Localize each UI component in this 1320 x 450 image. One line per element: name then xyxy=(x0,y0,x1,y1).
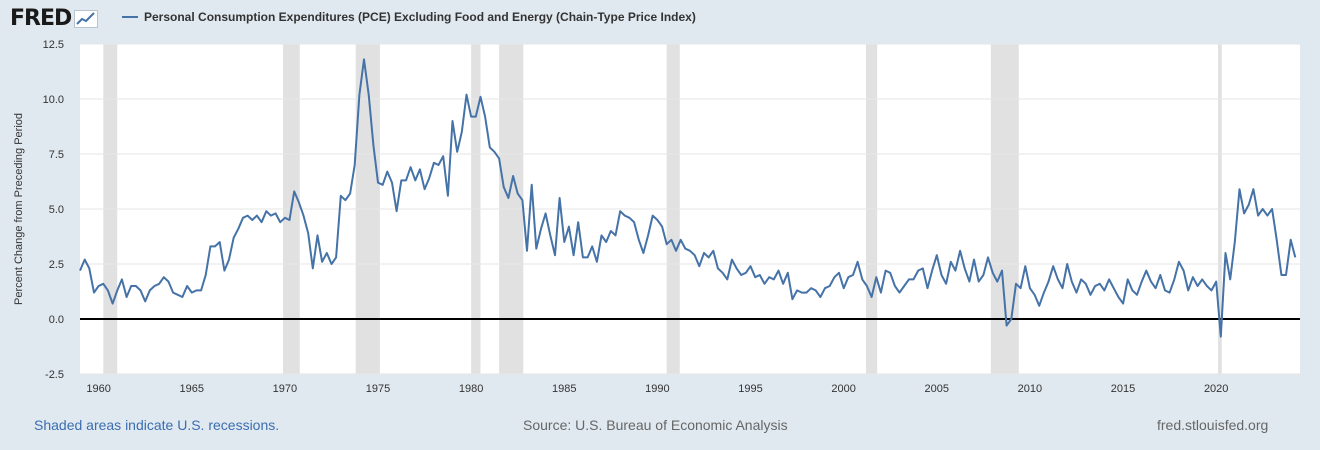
fred-logo-text: FRED xyxy=(10,6,72,31)
site-link[interactable]: fred.stlouisfed.org xyxy=(1157,417,1269,433)
chart-trend-icon xyxy=(74,10,99,28)
y-axis-title: Percent Change from Preceding Period xyxy=(13,113,25,305)
x-tick-label: 2000 xyxy=(831,383,855,395)
legend-series-name: Personal Consumption Expenditures (PCE) … xyxy=(144,10,696,24)
series-line xyxy=(79,58,1297,338)
x-tick-label: 2005 xyxy=(925,383,949,395)
legend-swatch xyxy=(122,16,138,18)
x-tick-label: 2015 xyxy=(1111,383,1135,395)
fred-logo[interactable]: FRED xyxy=(10,6,99,32)
x-tick-label: 1985 xyxy=(552,383,576,395)
x-tick-label: 1960 xyxy=(86,383,110,395)
x-tick-label: 1975 xyxy=(366,383,390,395)
source-text: Source: U.S. Bureau of Economic Analysis xyxy=(523,417,788,433)
y-tick-label: 12.5 xyxy=(43,39,64,51)
y-tick-label: 7.5 xyxy=(49,149,64,161)
y-tick-label: -2.5 xyxy=(45,369,64,381)
y-tick-label: 10.0 xyxy=(43,94,64,106)
x-tick-label: 1980 xyxy=(459,383,483,395)
x-tick-label: 1965 xyxy=(180,383,204,395)
y-tick-label: 0.0 xyxy=(49,314,64,326)
x-tick-label: 1970 xyxy=(273,383,297,395)
x-tick-label: 1995 xyxy=(738,383,762,395)
x-tick-label: 2010 xyxy=(1018,383,1042,395)
chart-legend: Personal Consumption Expenditures (PCE) … xyxy=(122,10,696,24)
x-tick-label: 1990 xyxy=(645,383,669,395)
x-tick-label: 2020 xyxy=(1204,383,1228,395)
recession-note-link[interactable]: Shaded areas indicate U.S. recessions. xyxy=(34,417,280,433)
y-tick-label: 2.5 xyxy=(49,259,64,271)
y-tick-label: 5.0 xyxy=(49,204,64,216)
